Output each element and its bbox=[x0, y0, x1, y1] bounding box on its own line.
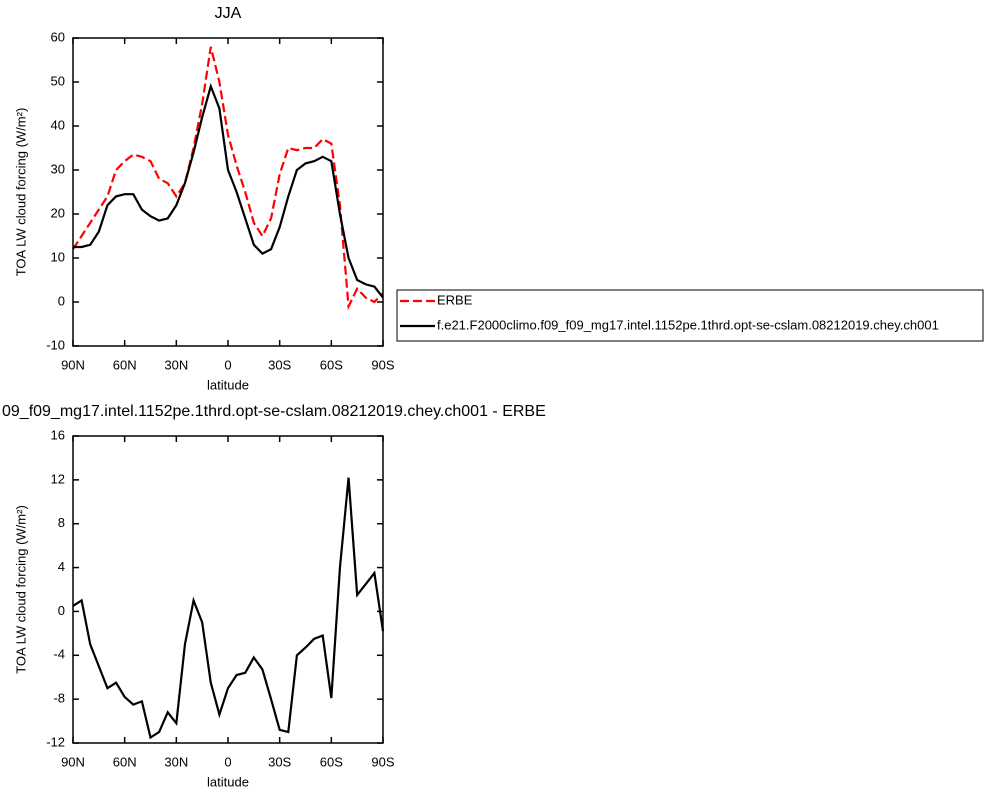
y-tick-label: 12 bbox=[51, 471, 65, 486]
x-axis-label: latitude bbox=[207, 774, 249, 789]
x-tick-label: 0 bbox=[224, 754, 231, 769]
x-tick-label: 0 bbox=[224, 357, 231, 372]
y-tick-label: 50 bbox=[51, 73, 65, 88]
data-line bbox=[72, 477, 385, 740]
x-tick-label: 90S bbox=[371, 754, 394, 769]
legend-label: ERBE bbox=[437, 292, 473, 307]
x-tick-label: 90S bbox=[371, 357, 394, 372]
plot-frame bbox=[72, 37, 384, 347]
x-tick-label: 30S bbox=[268, 357, 291, 372]
x-tick-label: 90N bbox=[61, 357, 85, 372]
y-axis-label: TOA LW cloud forcing (W/m²) bbox=[13, 108, 28, 277]
legend-label: f.e21.F2000climo.f09_f09_mg17.intel.1152… bbox=[437, 317, 939, 332]
chart-title: 09_f09_mg17.intel.1152pe.1thrd.opt-se-cs… bbox=[2, 403, 546, 420]
y-tick-label: -4 bbox=[53, 647, 65, 662]
x-tick-label: 90N bbox=[61, 754, 85, 769]
y-tick-label: 40 bbox=[51, 117, 65, 132]
y-tick-label: 0 bbox=[58, 293, 65, 308]
y-tick-label: 30 bbox=[51, 161, 65, 176]
x-tick-label: 30N bbox=[164, 754, 188, 769]
x-tick-label: 60S bbox=[320, 754, 343, 769]
y-tick-label: -10 bbox=[46, 337, 65, 352]
x-tick-label: 60N bbox=[113, 357, 137, 372]
x-axis-label: latitude bbox=[207, 377, 249, 392]
y-tick-label: 0 bbox=[58, 603, 65, 618]
y-tick-label: -8 bbox=[53, 691, 65, 706]
y-axis-label: TOA LW cloud forcing (W/m²) bbox=[13, 505, 28, 674]
chart-title: JJA bbox=[215, 5, 242, 22]
y-tick-label: -12 bbox=[46, 734, 65, 749]
legend-box bbox=[396, 289, 984, 342]
x-tick-label: 60N bbox=[113, 754, 137, 769]
y-tick-label: 16 bbox=[51, 427, 65, 442]
data-line bbox=[73, 82, 384, 299]
data-line bbox=[72, 46, 384, 311]
x-tick-label: 30N bbox=[164, 357, 188, 372]
plot-frame bbox=[72, 435, 384, 744]
x-tick-label: 30S bbox=[268, 754, 291, 769]
y-tick-label: 4 bbox=[58, 559, 65, 574]
y-tick-label: 60 bbox=[51, 29, 65, 44]
y-tick-label: 20 bbox=[51, 205, 65, 220]
y-tick-label: 8 bbox=[58, 515, 65, 530]
y-tick-label: 10 bbox=[51, 249, 65, 264]
x-tick-label: 60S bbox=[320, 357, 343, 372]
